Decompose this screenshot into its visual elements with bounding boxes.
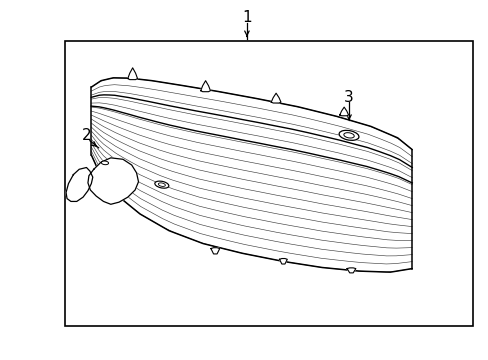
Polygon shape [88, 158, 138, 204]
Polygon shape [339, 107, 348, 116]
Ellipse shape [155, 181, 168, 188]
Polygon shape [346, 268, 355, 273]
Ellipse shape [101, 161, 108, 165]
Text: 1: 1 [242, 10, 251, 25]
Ellipse shape [343, 133, 353, 138]
Polygon shape [66, 167, 93, 202]
Ellipse shape [339, 130, 358, 140]
Bar [64, 41, 472, 327]
Polygon shape [210, 248, 219, 254]
Polygon shape [127, 68, 137, 80]
Ellipse shape [158, 183, 165, 186]
Polygon shape [201, 81, 210, 92]
Text: 2: 2 [81, 128, 91, 143]
Polygon shape [271, 93, 281, 103]
Text: 3: 3 [344, 90, 353, 105]
Polygon shape [279, 258, 287, 264]
